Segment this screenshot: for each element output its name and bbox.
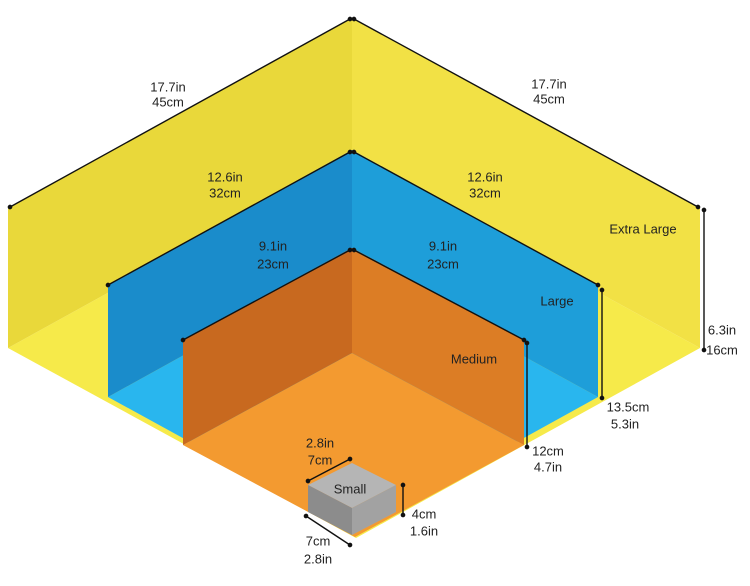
dim-label: 12.6in xyxy=(207,169,242,184)
box-name: Medium xyxy=(451,351,497,366)
dim-label: 16cm xyxy=(706,342,738,357)
box-name: Small xyxy=(334,481,367,496)
dim-label: 2.8in xyxy=(306,435,334,450)
dim-label: 7cm xyxy=(306,533,331,548)
dim-label: 9.1in xyxy=(429,238,457,253)
dim-label: 1.6in xyxy=(410,523,438,538)
dim-label: 4cm xyxy=(412,506,437,521)
dimension-lines xyxy=(7,16,707,548)
dim-label: 9.1in xyxy=(259,238,287,253)
dim-label: 2.8in xyxy=(304,551,332,566)
box-name: Extra Large xyxy=(609,221,676,236)
dim-label: 13.5cm xyxy=(607,399,650,414)
dim-label: 32cm xyxy=(209,185,241,200)
labels: 17.7in 45cm 17.7in 45cm 12.6in 32cm 12.6… xyxy=(150,76,738,566)
dim-label: 45cm xyxy=(152,94,184,109)
dim-label: 7cm xyxy=(308,452,333,467)
dim-label: 17.7in xyxy=(150,79,185,94)
dim-label: 17.7in xyxy=(531,76,566,91)
dim-label: 5.3in xyxy=(611,416,639,431)
dim-label: 23cm xyxy=(257,256,289,271)
dim-label: 45cm xyxy=(533,91,565,106)
dim-label: 23cm xyxy=(427,256,459,271)
dim-label: 4.7in xyxy=(534,459,562,474)
box-name: Large xyxy=(540,293,573,308)
dim-label: 32cm xyxy=(469,185,501,200)
dim-label: 6.3in xyxy=(708,322,736,337)
dim-label: 12cm xyxy=(532,443,564,458)
dim-label: 12.6in xyxy=(467,169,502,184)
